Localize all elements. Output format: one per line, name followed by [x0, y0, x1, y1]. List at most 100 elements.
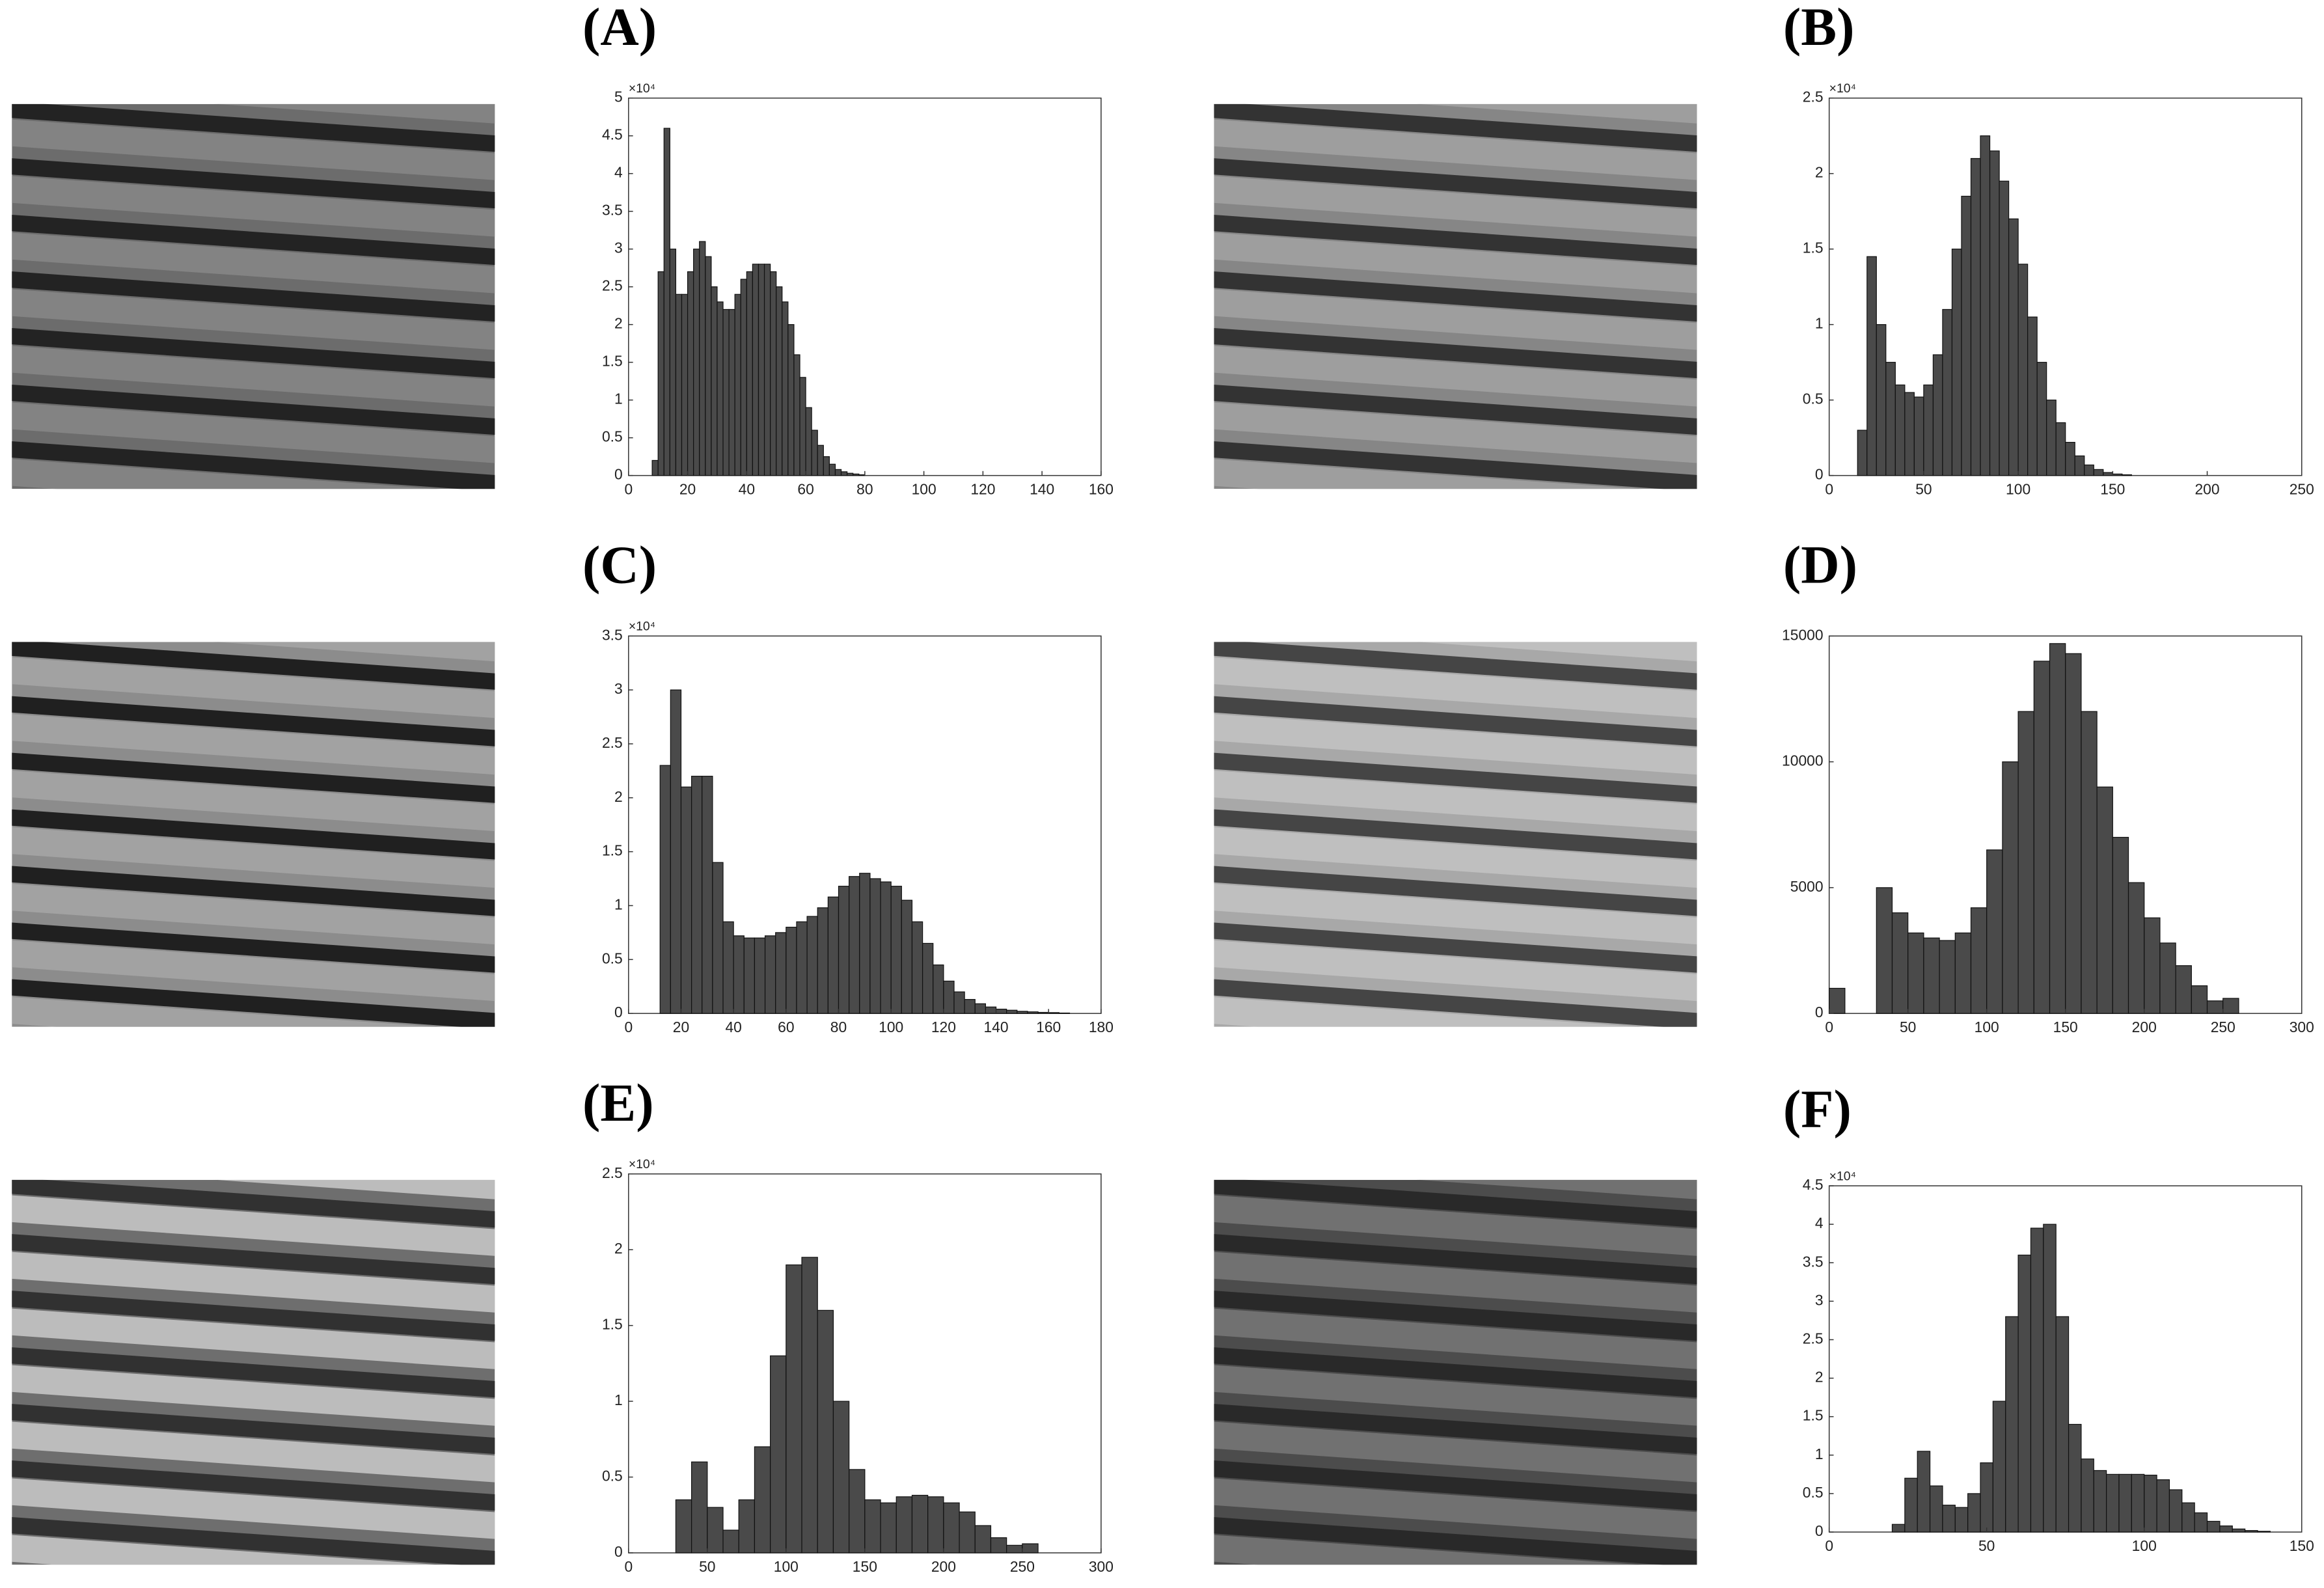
x-tick-label: 180 [1089, 1019, 1114, 1035]
histogram-bar [2093, 1470, 2107, 1533]
histogram-bar [1006, 1009, 1018, 1014]
x-tick-label: 60 [778, 1019, 794, 1035]
histogram-bar [1986, 849, 2003, 1014]
row-light [1214, 116, 1697, 187]
row-dark [1214, 1179, 1697, 1235]
row-dark [12, 805, 495, 866]
y-tick-label: 2.5 [602, 277, 623, 294]
histogram-bar [1970, 157, 1981, 476]
histogram-bar [2093, 469, 2104, 476]
histogram-bar [2206, 1520, 2221, 1533]
row-dark [12, 1455, 495, 1516]
histogram-bar [793, 354, 800, 476]
histogram-bar [1954, 932, 1972, 1014]
panel-title: (C) [582, 536, 657, 595]
photo [12, 642, 495, 1027]
histogram-bar [1006, 1544, 1023, 1554]
row-dark [0, 1118, 592, 1178]
x-tick-label: 0 [1825, 1019, 1833, 1035]
x-tick-label: 300 [1089, 1558, 1114, 1575]
histogram-bar [1961, 195, 1972, 476]
row-dark [1214, 267, 1697, 327]
y-tick-label: 1.5 [1803, 240, 1824, 256]
histogram-bar [743, 937, 756, 1014]
histogram-bar [738, 1499, 756, 1554]
y-tick-label: 2 [1815, 1369, 1824, 1386]
row-dark [1171, 42, 1794, 102]
histogram-bar [2219, 1525, 2233, 1533]
row-light [1214, 341, 1697, 412]
histogram-bar [711, 286, 718, 476]
x-tick-label: 120 [970, 481, 995, 498]
histogram-bar [796, 921, 808, 1014]
histogram-bar [787, 324, 795, 476]
y-tick-label: 0 [614, 466, 623, 483]
histogram-bar [2074, 455, 2085, 476]
row-dark [1214, 436, 1697, 489]
histogram-bar [1866, 256, 1877, 476]
row-dark [1214, 1455, 1697, 1516]
row-light [1214, 1248, 1697, 1319]
panel-title: (A) [582, 0, 657, 57]
row-dark [1214, 692, 1697, 753]
histogram-bar [651, 459, 659, 476]
histogram-bar [849, 876, 860, 1014]
histogram-bar [817, 907, 828, 1014]
x-tick-label: 100 [879, 1019, 903, 1035]
x-tick-label: 150 [2100, 481, 2125, 498]
y-tick-label: 2.5 [602, 734, 623, 751]
histogram-bar [827, 896, 840, 1014]
row-dark [12, 692, 495, 753]
y-tick-label: 10000 [1782, 752, 1823, 769]
crop-rows [1139, 1179, 1762, 1588]
x-tick-label: 100 [912, 481, 936, 498]
y-tick-label: 2 [614, 315, 623, 332]
histogram-bar [2106, 1473, 2120, 1533]
histogram-bar [659, 765, 671, 1014]
histogram-bar [2065, 442, 2075, 476]
row-light [1214, 1529, 1697, 1565]
y-exponent: ×10⁴ [629, 1157, 655, 1171]
histogram-bar [858, 474, 866, 476]
row-light [1214, 767, 1697, 838]
row-light [1214, 228, 1697, 299]
histogram-bar [911, 921, 923, 1014]
histogram-bar [2017, 711, 2034, 1014]
histogram-bar [869, 878, 881, 1014]
panel-title: (B) [1783, 0, 1855, 57]
histogram-bar [859, 873, 871, 1014]
row-light [12, 823, 495, 894]
y-tick-label: 0.5 [602, 1468, 623, 1485]
y-exponent: ×10⁴ [1829, 1169, 1856, 1183]
y-tick-label: 3 [614, 240, 623, 256]
histogram-bar [2232, 1528, 2246, 1533]
row-light [1214, 398, 1697, 469]
histogram-bar [763, 264, 771, 476]
panel-title: (E) [582, 1073, 654, 1132]
photo [1139, 1179, 1762, 1588]
histogram-bar [2144, 1474, 2157, 1533]
row-light [1214, 454, 1697, 489]
x-tick-label: 160 [1036, 1019, 1061, 1035]
histogram-bar [864, 1499, 881, 1554]
histogram-bar [2257, 1531, 2271, 1533]
row-light [12, 1417, 495, 1488]
y-tick-label: 0.5 [1803, 390, 1824, 407]
histogram-bar [2055, 422, 2066, 476]
histogram-bar [707, 1507, 724, 1554]
histogram-bar [805, 407, 812, 476]
y-tick-label: 0.5 [602, 428, 623, 445]
x-tick-label: 140 [1030, 481, 1054, 498]
histogram-bar [990, 1537, 1007, 1554]
histogram-bar [2008, 218, 2019, 476]
histogram-bar [2055, 1316, 2070, 1533]
x-tick-label: 160 [1089, 481, 1114, 498]
row-dark [0, 1568, 560, 1588]
histogram-bar [705, 256, 712, 476]
crop-rows [12, 642, 495, 1027]
histogram-bar [964, 999, 976, 1014]
histogram-bar [2175, 965, 2192, 1014]
histogram-bar [834, 469, 842, 476]
row-dark [1139, 1568, 1762, 1588]
histogram-bar [985, 1006, 997, 1014]
